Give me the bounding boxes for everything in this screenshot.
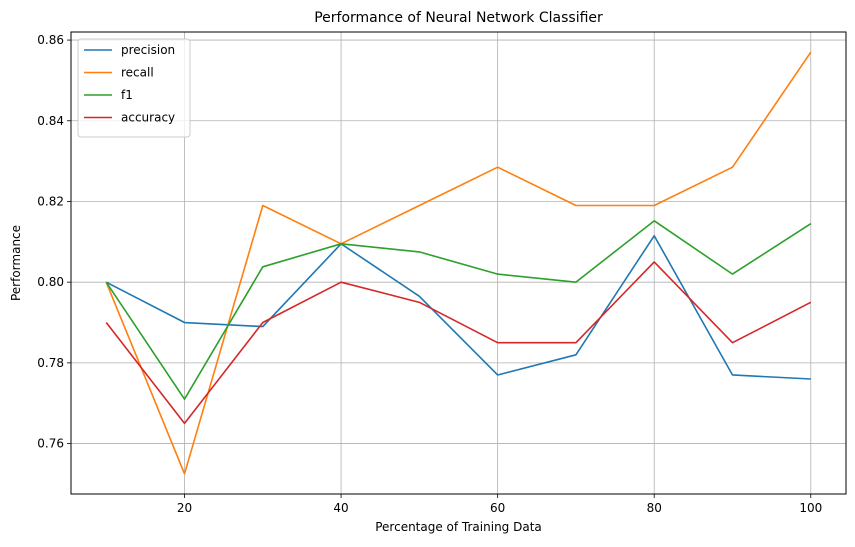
- legend-label-accuracy: accuracy: [121, 111, 175, 125]
- series-line-accuracy: [105, 261, 812, 425]
- series-line-f1: [105, 220, 812, 400]
- y-tick-label: 0.76: [37, 437, 64, 451]
- y-tick-label: 0.78: [37, 356, 64, 370]
- legend: precision recall f1 accuracy: [77, 38, 191, 138]
- x-tick-label: 20: [177, 501, 192, 515]
- axis-ticks: 20 40 60 80 100 0.76 0.78 0.80 0.82 0.84 0.86: [37, 33, 822, 515]
- x-axis-label: Percentage of Training Data: [375, 520, 542, 534]
- y-axis-label: Performance: [9, 225, 23, 301]
- legend-label-recall: recall: [121, 66, 154, 80]
- series-line-recall: [105, 51, 812, 475]
- y-tick-label: 0.80: [37, 275, 64, 289]
- legend-label-f1: f1: [121, 88, 133, 102]
- series-lines: [105, 51, 812, 475]
- x-tick-label: 60: [490, 501, 505, 515]
- y-tick-label: 0.82: [37, 194, 64, 208]
- y-tick-label: 0.84: [37, 114, 64, 128]
- grid-lines: [71, 32, 846, 494]
- y-tick-label: 0.86: [37, 33, 64, 47]
- x-tick-label: 80: [647, 501, 662, 515]
- legend-box: [77, 38, 191, 138]
- chart-title: Performance of Neural Network Classifier: [314, 10, 603, 26]
- x-tick-label: 100: [799, 501, 822, 515]
- x-tick-label: 40: [333, 501, 348, 515]
- plot-frame: [70, 31, 847, 495]
- legend-label-precision: precision: [121, 43, 175, 57]
- series-line-precision: [105, 234, 811, 380]
